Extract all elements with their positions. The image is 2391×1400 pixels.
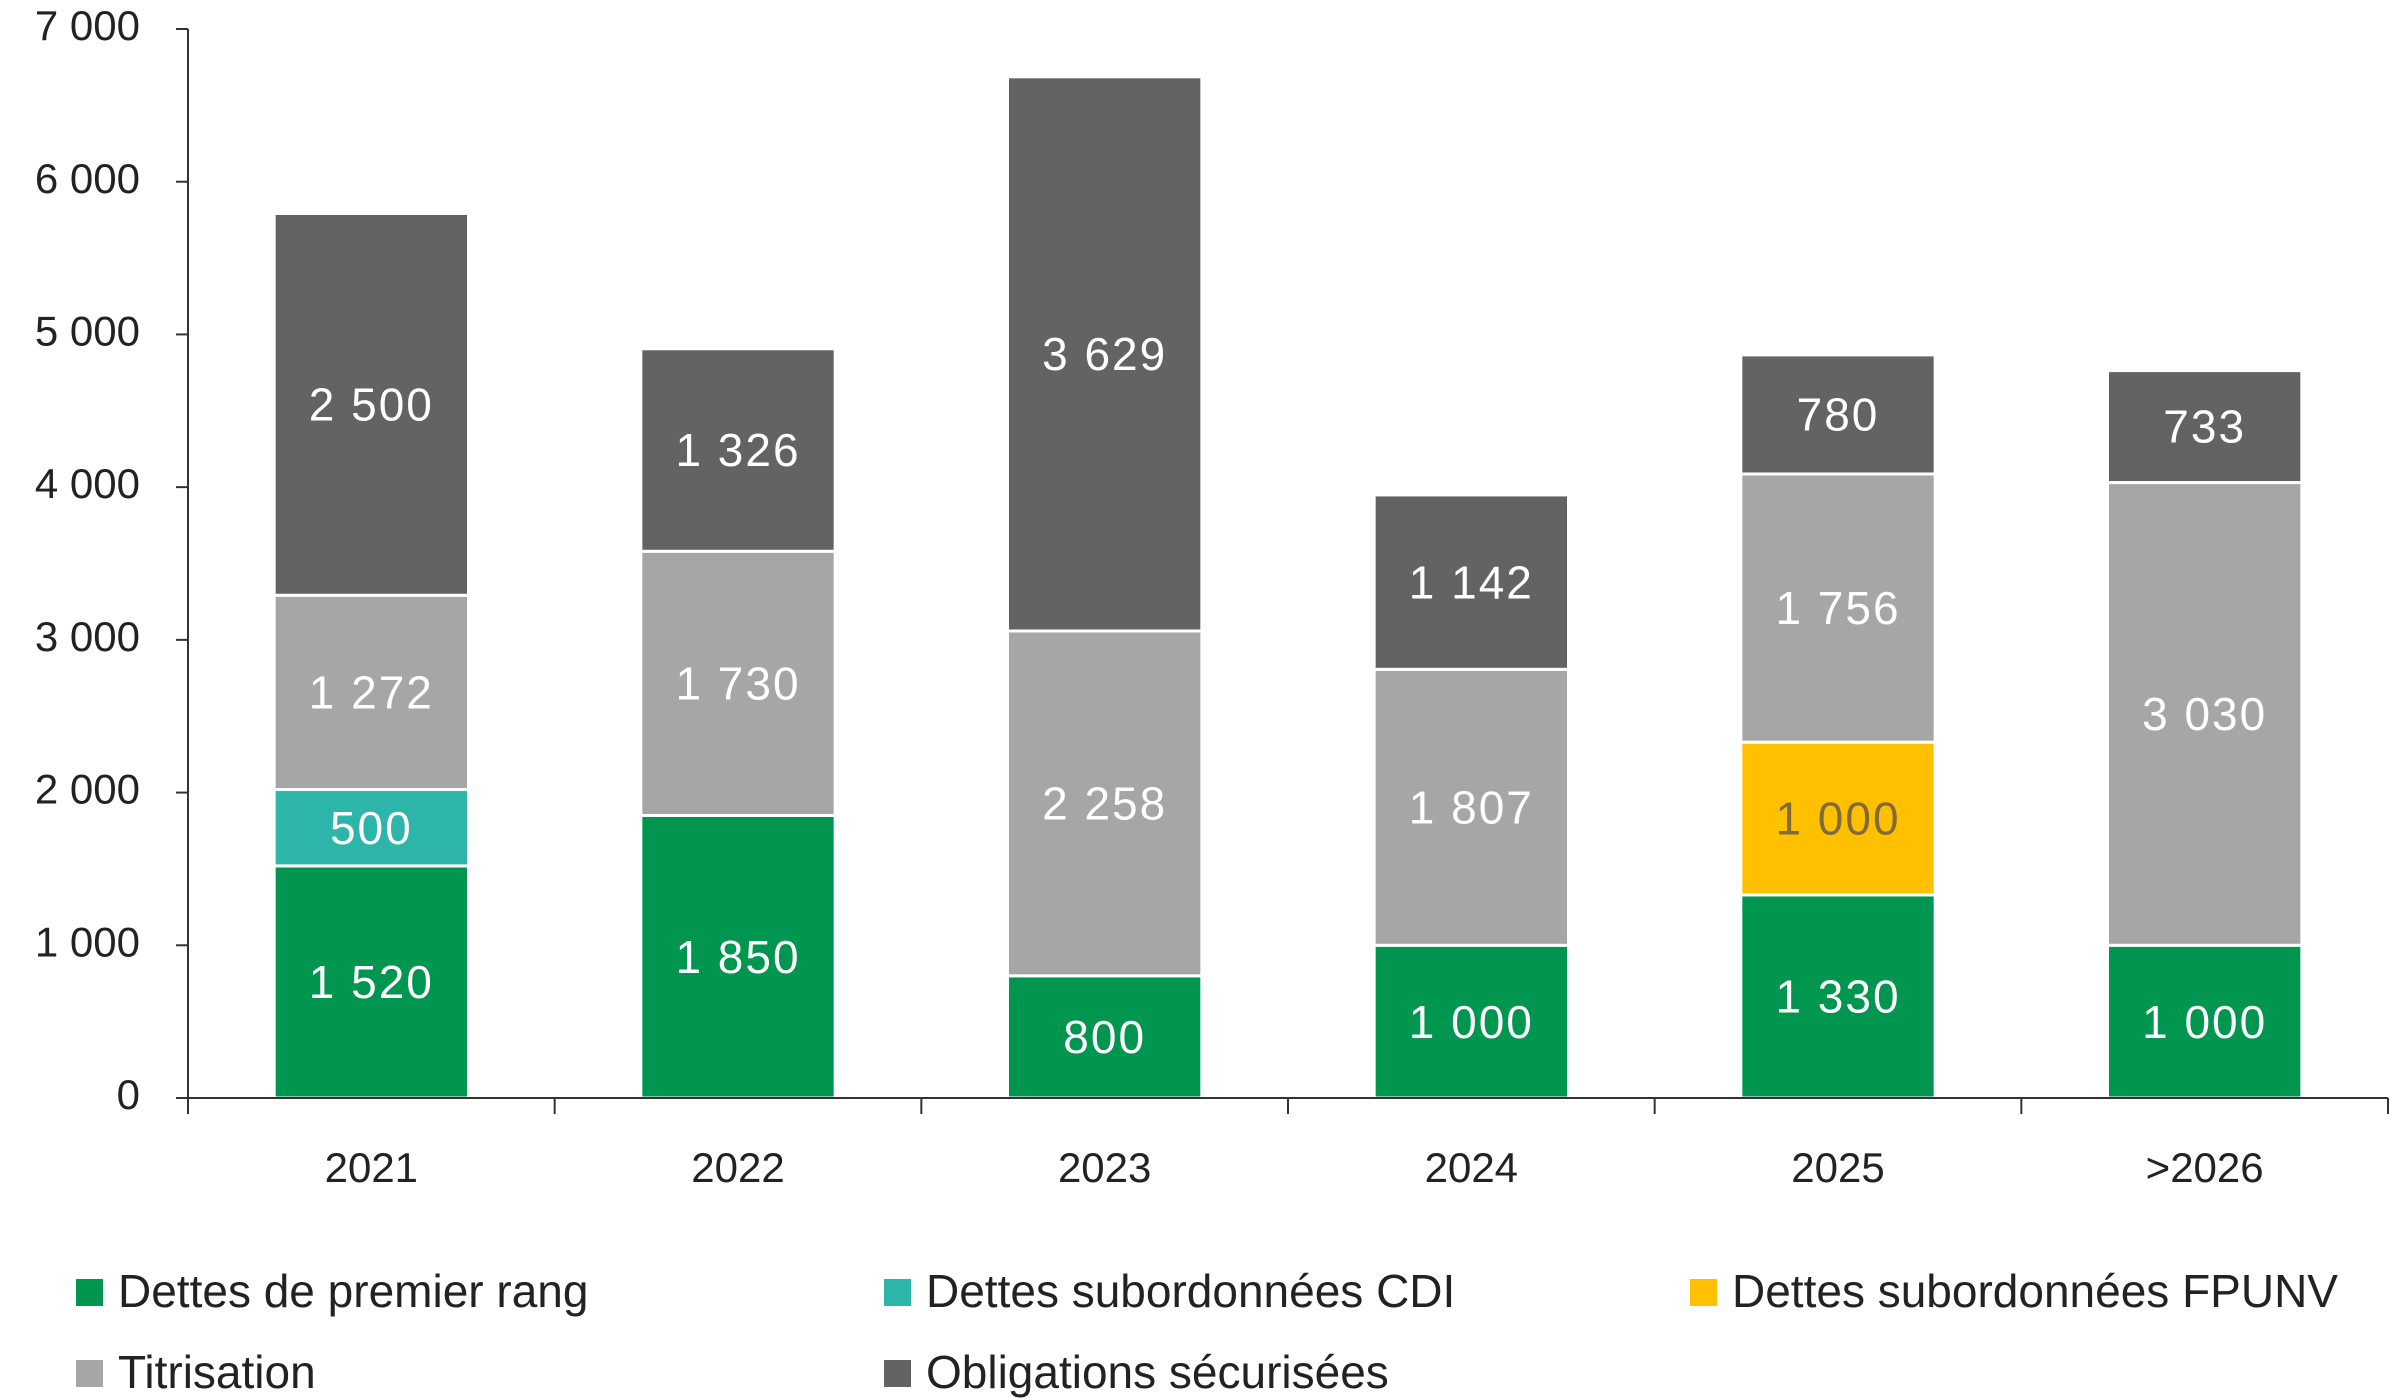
legend-label: Titrisation — [118, 1346, 316, 1398]
bar-segment — [272, 788, 470, 868]
bar-segment — [1006, 974, 1204, 1100]
bar-segment — [2106, 481, 2304, 947]
x-tick-label: >2026 — [2146, 1144, 2264, 1191]
bar-segment — [1372, 667, 1570, 947]
x-tick-label: 2023 — [1058, 1144, 1151, 1191]
value-label: 780 — [1797, 389, 1880, 441]
y-tick-label: 1 000 — [35, 918, 140, 965]
x-tick-label: 2021 — [325, 1144, 418, 1191]
value-label: 2 500 — [309, 379, 434, 431]
value-label: 1 850 — [675, 931, 800, 983]
value-label: 3 030 — [2142, 688, 2267, 740]
y-tick-label: 4 000 — [35, 460, 140, 507]
value-label: 1 756 — [1775, 582, 1900, 634]
legend-label: Obligations sécurisées — [926, 1346, 1389, 1398]
value-label: 1 520 — [309, 956, 434, 1008]
legend-label: Dettes subordonnées FPUNV — [1732, 1265, 2338, 1317]
bar-segment — [1006, 629, 1204, 978]
x-tick-label: 2025 — [1791, 1144, 1884, 1191]
bar-segment — [272, 864, 470, 1100]
x-tick-label: 2022 — [691, 1144, 784, 1191]
y-tick-label: 2 000 — [35, 766, 140, 813]
bar-segment — [639, 347, 837, 553]
bar-segment — [639, 813, 837, 1100]
value-label: 1 000 — [1409, 996, 1534, 1048]
legend-swatch — [884, 1360, 911, 1387]
legend-swatch — [76, 1360, 103, 1387]
value-label: 1 000 — [2142, 996, 2267, 1048]
bar-segment — [272, 593, 470, 792]
bar-segment — [2106, 943, 2304, 1100]
y-tick-label: 3 000 — [35, 613, 140, 660]
value-label: 800 — [1063, 1011, 1146, 1063]
legend-label: Dettes subordonnées CDI — [926, 1265, 1455, 1317]
value-label: 500 — [330, 802, 413, 854]
y-tick-label: 0 — [117, 1071, 140, 1118]
value-label: 1 142 — [1409, 556, 1534, 608]
y-tick-label: 7 000 — [35, 2, 140, 49]
bar-segment — [1372, 943, 1570, 1100]
bar-segment — [272, 211, 470, 597]
legend-swatch — [76, 1279, 103, 1306]
bar-segment — [1006, 75, 1204, 633]
value-label: 1 807 — [1409, 781, 1534, 833]
value-label: 2 258 — [1042, 778, 1167, 830]
bar-segment — [1372, 493, 1570, 671]
bar-segment — [2106, 369, 2304, 485]
value-label: 1 326 — [675, 424, 800, 476]
value-label: 3 629 — [1042, 328, 1167, 380]
legend-swatch — [1690, 1279, 1717, 1306]
legend-label: Dettes de premier rang — [118, 1265, 588, 1317]
value-label: 1 000 — [1775, 793, 1900, 845]
legend-swatch — [884, 1279, 911, 1306]
value-label: 1 272 — [309, 667, 434, 719]
value-label: 1 330 — [1775, 971, 1900, 1023]
bar-segment — [1739, 353, 1937, 476]
y-tick-label: 6 000 — [35, 155, 140, 202]
x-tick-label: 2024 — [1425, 1144, 1518, 1191]
y-tick-label: 5 000 — [35, 308, 140, 355]
value-label: 733 — [2163, 401, 2246, 453]
value-label: 1 730 — [675, 658, 800, 710]
